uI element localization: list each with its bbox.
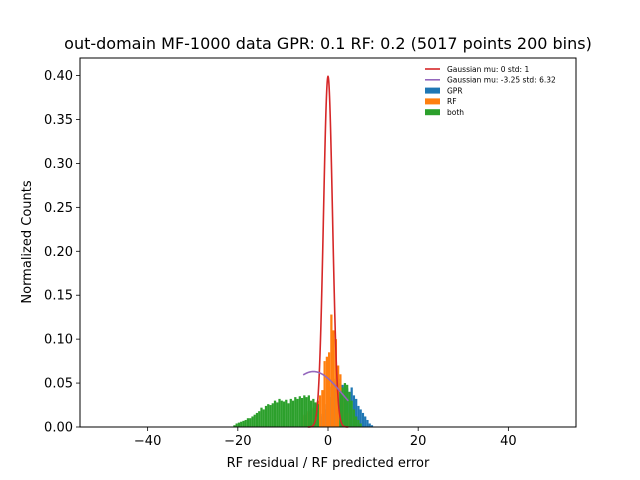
bar-both xyxy=(255,412,259,427)
y-tick-label: 0.10 xyxy=(44,333,73,348)
bar-both xyxy=(339,391,342,427)
bar-both xyxy=(278,398,281,427)
bar-rf xyxy=(323,361,326,427)
bar-both xyxy=(291,400,295,427)
bar-both xyxy=(246,418,250,427)
bar-both xyxy=(276,402,279,427)
bar-rf xyxy=(325,356,328,427)
bar-both xyxy=(348,391,351,427)
bar-both xyxy=(352,409,356,427)
bar-both xyxy=(285,399,288,427)
gaussian-curve-2 xyxy=(302,370,349,402)
bar-gpr xyxy=(361,412,365,427)
legend-label: Gaussian mu: -3.25 std: 6.32 xyxy=(447,76,556,85)
y-axis-label: Normalized Counts xyxy=(20,180,35,303)
gaussian-curve-1 xyxy=(307,75,349,428)
bar-both xyxy=(249,418,252,427)
bar-gpr xyxy=(355,398,358,427)
bar-both xyxy=(312,398,315,427)
bar-both xyxy=(235,423,238,427)
legend-label: Gaussian mu: 0 std: 1 xyxy=(447,65,529,74)
legend-patch-swatch xyxy=(425,87,440,94)
bar-both xyxy=(300,398,304,427)
bar-both xyxy=(271,403,274,427)
curves-layer xyxy=(302,75,349,428)
bar-both xyxy=(305,397,308,427)
bar-both xyxy=(359,423,362,427)
x-tick-label: 0 xyxy=(324,434,332,449)
bar-both xyxy=(267,404,270,427)
y-tick-label: 0.30 xyxy=(44,157,73,172)
bars-layer xyxy=(233,314,374,427)
bar-both xyxy=(262,409,265,427)
bar-rf xyxy=(328,352,331,427)
bar-both xyxy=(260,407,263,427)
y-tick-label: 0.00 xyxy=(44,421,73,436)
bar-both xyxy=(280,400,283,427)
legend-label: RF xyxy=(447,97,457,106)
bar-both xyxy=(242,420,245,427)
chart-title: out-domain MF-1000 data GPR: 0.1 RF: 0.2… xyxy=(64,34,592,53)
bar-both xyxy=(346,384,349,427)
bar-both xyxy=(233,425,236,427)
bar-gpr xyxy=(364,416,367,427)
bar-both xyxy=(355,416,358,427)
bar-both xyxy=(316,404,319,427)
y-tick-label: 0.35 xyxy=(44,113,73,128)
y-axis-ticks: 0.00 0.05 0.10 0.15 0.20 0.25 0.30 0.35 0.40 xyxy=(44,69,80,436)
bar-both xyxy=(350,400,353,427)
y-tick-label: 0.15 xyxy=(44,289,73,304)
y-tick-label: 0.05 xyxy=(44,377,73,392)
bar-both xyxy=(341,387,344,427)
bar-both xyxy=(269,405,272,427)
bar-both xyxy=(343,383,347,427)
bar-both xyxy=(253,414,256,427)
bar-both xyxy=(237,422,241,427)
legend-patch-swatch xyxy=(425,98,440,105)
bar-both xyxy=(298,396,301,427)
bar-gpr xyxy=(368,423,371,427)
x-tick-label: 20 xyxy=(410,434,427,449)
bar-rf xyxy=(318,395,322,427)
bar-both xyxy=(307,395,310,427)
legend-label: GPR xyxy=(447,86,463,95)
bar-rf xyxy=(330,314,333,427)
x-tick-label: −40 xyxy=(134,434,161,449)
bar-both xyxy=(240,421,243,427)
bar-both xyxy=(282,401,286,427)
y-tick-label: 0.25 xyxy=(44,201,73,216)
bar-rf xyxy=(334,339,338,427)
bar-gpr xyxy=(357,405,360,427)
legend-patch-swatch xyxy=(425,109,440,116)
legend-label: both xyxy=(447,108,464,117)
bar-both xyxy=(357,419,360,427)
bar-both xyxy=(294,397,297,427)
bar-gpr xyxy=(366,419,369,427)
x-tick-label: 40 xyxy=(500,434,517,449)
bar-gpr xyxy=(370,425,374,427)
bar-rf xyxy=(332,330,335,427)
y-tick-label: 0.40 xyxy=(44,69,73,84)
bar-both xyxy=(303,395,306,427)
bar-both xyxy=(251,416,254,427)
bar-both xyxy=(273,400,277,427)
y-tick-label: 0.20 xyxy=(44,245,73,260)
bar-both xyxy=(244,419,247,427)
bar-both xyxy=(264,405,268,427)
bar-both xyxy=(289,398,292,427)
x-axis-label: RF residual / RF predicted error xyxy=(227,456,430,471)
x-axis-ticks: −40 −20 0 20 40 xyxy=(134,427,517,449)
bar-both xyxy=(309,400,313,427)
bar-gpr xyxy=(359,409,362,427)
legend: Gaussian mu: 0 std: 1 Gaussian mu: -3.25 … xyxy=(425,65,556,117)
bar-both xyxy=(296,398,299,427)
x-tick-label: −20 xyxy=(224,434,251,449)
bar-rf xyxy=(321,390,324,427)
bar-both xyxy=(258,411,261,427)
bar-both xyxy=(287,403,290,427)
